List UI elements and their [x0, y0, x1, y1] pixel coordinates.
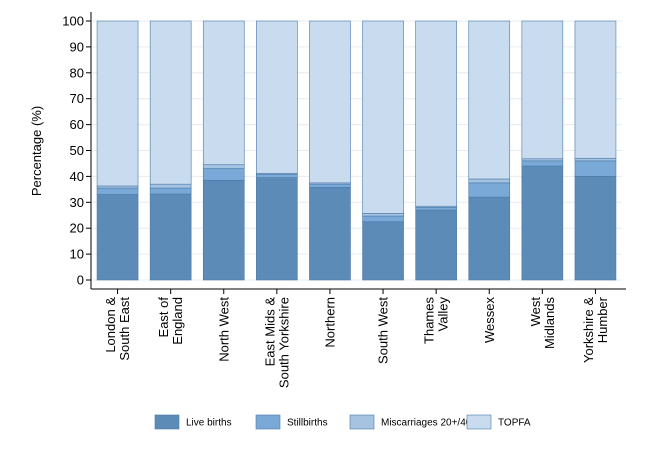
x-tick-label: East Mids &South Yorkshire	[262, 297, 291, 388]
bar-segment	[202, 164, 245, 169]
legend-label: TOPFA	[498, 418, 531, 429]
bar-segment	[96, 185, 139, 189]
bar-segment	[96, 194, 139, 281]
y-tick-label: 30	[70, 195, 84, 210]
bar-segment	[309, 183, 351, 188]
x-tick-labels: London &South East East ofEngland North We…	[103, 289, 610, 388]
bar-segment	[574, 20, 617, 159]
bar-stacks	[96, 20, 617, 281]
x-tick-label: South West	[376, 297, 391, 364]
bar-segment	[256, 174, 298, 178]
bar-segment	[256, 177, 298, 281]
bar-segment	[415, 20, 457, 207]
bar-segment	[362, 221, 404, 281]
y-tick-label: 10	[70, 247, 84, 262]
x-tick-label: Yorkshire &Humber	[581, 296, 610, 363]
bar-segment	[96, 20, 139, 187]
y-axis-title: Percentage (%)	[29, 106, 44, 196]
bar-segment	[415, 207, 457, 211]
y-tick-label: 50	[70, 143, 84, 158]
legend: Live births Stillbirths Miscarriages 20+/4…	[154, 414, 531, 430]
bar-segment	[521, 165, 564, 281]
y-tick-labels: 0 10 20 30 40 50 60 70 80 90 100	[62, 14, 91, 288]
x-tick-label: Northern	[322, 297, 337, 348]
bar-segment	[149, 20, 192, 185]
legend-label: Stillbirths	[287, 418, 328, 429]
y-tick-label: 20	[70, 221, 84, 236]
bar-segment	[149, 183, 192, 189]
bar-segment	[362, 20, 404, 214]
bar-segment	[574, 176, 617, 281]
legend-swatch	[349, 414, 375, 430]
legend-swatch	[255, 414, 281, 430]
y-tick-label: 60	[70, 117, 84, 132]
bar-segment	[309, 20, 351, 184]
bar-segment	[149, 193, 192, 281]
x-tick-label: WestMidlands	[528, 297, 557, 350]
bar-segment	[415, 209, 457, 281]
x-tick-label: Wessex	[482, 297, 497, 343]
bar-segment	[362, 213, 404, 217]
legend-swatch	[466, 414, 492, 430]
bar-segment	[202, 168, 245, 181]
bar-segment	[149, 187, 192, 195]
bar-segment	[202, 20, 245, 166]
legend-label: Miscarriages 20+/40	[381, 418, 472, 429]
bar-segment	[468, 182, 511, 198]
y-tick-label: 80	[70, 65, 84, 80]
bar-segment	[468, 178, 511, 184]
x-tick-label: London &South East	[103, 297, 132, 361]
bar-segment	[96, 187, 139, 195]
bar-segment	[362, 215, 404, 223]
bar-segment	[256, 20, 298, 174]
y-tick-label: 0	[77, 273, 84, 288]
y-tick-label: 100	[62, 14, 84, 29]
y-tick-label: 70	[70, 91, 84, 106]
bar-segment	[202, 179, 245, 281]
x-tick-label: ThamesValley	[422, 297, 451, 344]
bar-segment	[468, 20, 511, 180]
bar-segment	[521, 160, 564, 167]
x-tick-label: East ofEngland	[156, 297, 185, 345]
y-tick-label: 40	[70, 169, 84, 184]
bar-segment	[468, 196, 511, 281]
bar-segment	[521, 20, 564, 160]
legend-swatch	[154, 414, 180, 430]
bar-segment	[574, 160, 617, 177]
y-tick-label: 90	[70, 39, 84, 54]
bar-segment	[574, 157, 617, 162]
legend-label: Live births	[186, 418, 232, 429]
bar-segment	[521, 158, 564, 162]
bar-segment	[309, 186, 351, 281]
x-tick-label: North West	[216, 297, 231, 362]
